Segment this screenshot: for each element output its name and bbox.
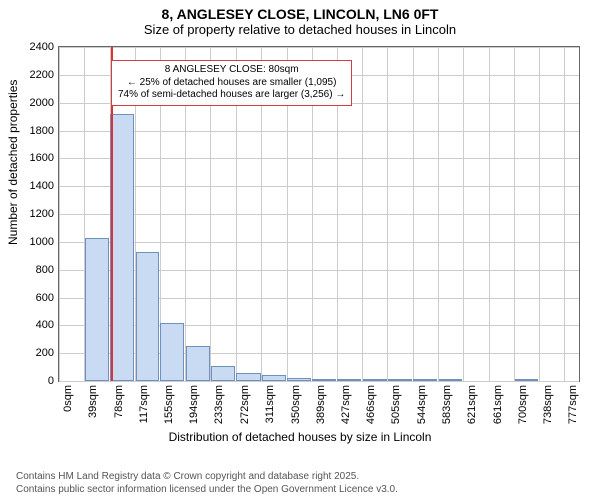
y-tick-label: 1400 <box>22 180 54 192</box>
x-tick-label: 155sqm <box>163 385 175 425</box>
x-tick-label: 389sqm <box>315 385 327 425</box>
y-tick-label: 1800 <box>22 125 54 137</box>
gridline-v <box>387 47 388 381</box>
y-tick-label: 600 <box>22 292 54 304</box>
x-tick-label: 583sqm <box>441 385 453 425</box>
y-tick-label: 800 <box>22 264 54 276</box>
histogram-bar <box>211 366 235 381</box>
y-tick-label: 200 <box>22 347 54 359</box>
annotation-line-1: 8 ANGLESEY CLOSE: 80sqm <box>118 64 345 77</box>
histogram-bar <box>439 379 462 381</box>
x-tick-label: 466sqm <box>365 385 377 425</box>
x-tick-label: 78sqm <box>113 385 125 425</box>
x-tick-label: 661sqm <box>492 385 504 425</box>
gridline-v <box>539 47 540 381</box>
gridline-v <box>59 47 60 381</box>
gridline-v <box>413 47 414 381</box>
gridline-h <box>59 47 579 48</box>
y-tick-label: 1000 <box>22 236 54 248</box>
plot-area: 8 ANGLESEY CLOSE: 80sqm← 25% of detached… <box>58 46 580 382</box>
histogram-bar <box>388 379 412 381</box>
x-tick-label: 233sqm <box>213 385 225 425</box>
histogram-bar <box>236 373 260 381</box>
histogram-bar <box>186 346 210 381</box>
histogram-bar <box>262 375 286 381</box>
y-tick-label: 400 <box>22 319 54 331</box>
gridline-h <box>59 158 579 159</box>
attribution-footer: Contains HM Land Registry data © Crown c… <box>16 471 398 496</box>
gridline-v <box>514 47 515 381</box>
x-tick-label: 39sqm <box>87 385 99 425</box>
x-tick-label: 700sqm <box>517 385 529 425</box>
x-tick-label: 117sqm <box>138 385 150 425</box>
x-tick-label: 544sqm <box>416 385 428 425</box>
gridline-v <box>463 47 464 381</box>
x-tick-label: 350sqm <box>290 385 302 425</box>
page-subtitle: Size of property relative to detached ho… <box>0 22 600 37</box>
y-tick-label: 2200 <box>22 69 54 81</box>
x-tick-label: 505sqm <box>390 385 402 425</box>
histogram-bar <box>85 238 109 381</box>
histogram-bar <box>515 379 538 381</box>
x-tick-label: 194sqm <box>188 385 200 425</box>
gridline-v <box>564 47 565 381</box>
gridline-h <box>59 214 579 215</box>
y-tick-label: 1200 <box>22 208 54 220</box>
x-tick-label: 311sqm <box>264 385 276 425</box>
footer-line-2: Contains public sector information licen… <box>16 484 398 497</box>
x-tick-label: 0sqm <box>62 385 74 425</box>
y-tick-label: 0 <box>22 375 54 387</box>
histogram-bar <box>136 252 159 381</box>
chart-container: Number of detached properties 8 ANGLESEY… <box>0 40 600 450</box>
gridline-h <box>59 381 579 382</box>
x-tick-label: 272sqm <box>239 385 251 425</box>
y-tick-label: 1600 <box>22 152 54 164</box>
x-tick-label: 427sqm <box>340 385 352 425</box>
gridline-v <box>362 47 363 381</box>
x-tick-label: 777sqm <box>567 385 579 425</box>
histogram-bar <box>110 114 134 381</box>
gridline-v <box>438 47 439 381</box>
y-tick-label: 2000 <box>22 97 54 109</box>
histogram-bar <box>160 323 184 381</box>
x-tick-label: 621sqm <box>466 385 478 425</box>
gridline-h <box>59 242 579 243</box>
y-tick-label: 2400 <box>22 41 54 53</box>
histogram-bar <box>363 379 387 381</box>
footer-line-1: Contains HM Land Registry data © Crown c… <box>16 471 398 484</box>
histogram-bar <box>413 379 437 381</box>
gridline-h <box>59 131 579 132</box>
annotation-line-3: 74% of semi-detached houses are larger (… <box>118 89 345 102</box>
gridline-v <box>489 47 490 381</box>
page-title: 8, ANGLESEY CLOSE, LINCOLN, LN6 0FT <box>0 6 600 22</box>
histogram-bar <box>287 378 311 381</box>
x-tick-label: 738sqm <box>542 385 554 425</box>
annotation-line-2: ← 25% of detached houses are smaller (1,… <box>118 77 345 90</box>
y-axis-label: Number of detached properties <box>6 80 20 245</box>
histogram-bar <box>337 379 361 381</box>
annotation-box: 8 ANGLESEY CLOSE: 80sqm← 25% of detached… <box>111 60 352 106</box>
x-axis-label: Distribution of detached houses by size … <box>0 430 600 444</box>
histogram-bar <box>312 379 335 381</box>
gridline-h <box>59 186 579 187</box>
